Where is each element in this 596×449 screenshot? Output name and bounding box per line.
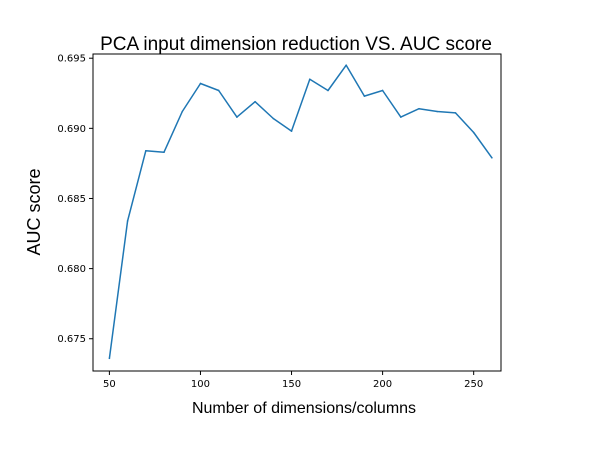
data-point	[236, 116, 238, 118]
x-tick-label: 250	[464, 379, 483, 390]
y-tick-label: 0.675	[57, 334, 86, 345]
y-tick-label: 0.695	[57, 54, 86, 65]
x-axis-label: Number of dimensions/columns	[192, 400, 416, 417]
data-point	[363, 95, 366, 97]
data-point	[254, 100, 256, 103]
data-point	[436, 110, 439, 113]
data-point	[199, 82, 202, 85]
data-point	[308, 78, 311, 81]
data-point	[418, 107, 420, 110]
data-point	[327, 89, 329, 92]
data-point	[181, 110, 184, 113]
data-point	[163, 151, 165, 153]
data-point	[290, 130, 293, 132]
data-point	[491, 156, 493, 159]
series-line-auc	[108, 64, 493, 359]
data-point	[400, 116, 402, 118]
data-point	[381, 89, 384, 92]
data-point	[345, 64, 347, 67]
x-tick-label: 100	[191, 379, 210, 390]
y-tick-label: 0.690	[57, 124, 86, 135]
data-point	[126, 220, 129, 222]
data-point	[217, 89, 220, 92]
y-tick-label: 0.680	[57, 264, 86, 275]
x-tick-label: 200	[373, 379, 392, 390]
y-tick-label: 0.685	[57, 194, 86, 205]
data-point	[472, 131, 475, 134]
data-point	[145, 149, 147, 152]
x-tick-label: 50	[103, 379, 116, 390]
x-axis: 50 100 150 200 250	[103, 371, 483, 390]
data-point	[272, 117, 275, 120]
data-point	[454, 112, 457, 114]
x-tick-label: 150	[282, 379, 301, 390]
plot-area	[92, 53, 502, 372]
y-axis-label: AUC score	[24, 168, 44, 255]
data-point	[108, 357, 111, 360]
series-points	[108, 64, 493, 360]
y-axis: 0.675 0.680 0.685 0.690 0.695	[57, 54, 93, 345]
chart-title: PCA input dimension reduction VS. AUC sc…	[100, 34, 492, 55]
